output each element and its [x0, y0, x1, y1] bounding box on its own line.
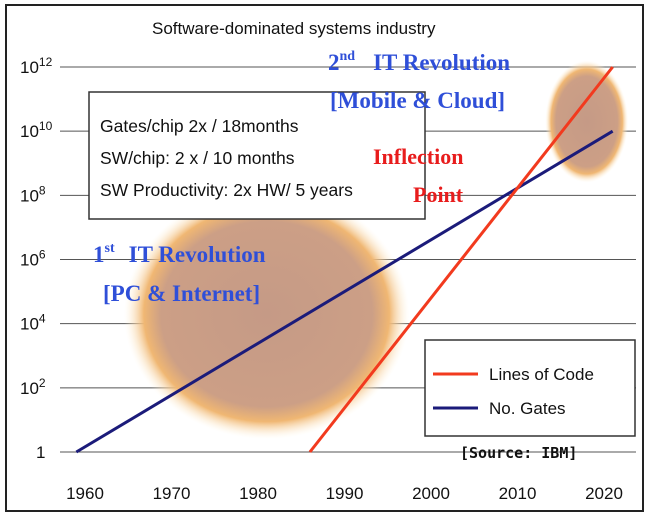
y-tick-10: 1010 — [20, 119, 53, 141]
first-revolution-subtitle: [PC & Internet] — [103, 281, 260, 306]
first-revolution-label: 1st IT Revolution — [93, 241, 266, 267]
x-tick-2010: 2010 — [499, 484, 537, 503]
second-revolution-subtitle: [Mobile & Cloud] — [330, 88, 505, 113]
inflection-point-label: Point — [413, 182, 464, 207]
y-tick-base: 10 — [20, 122, 39, 141]
inflection-label: Inflection — [373, 144, 463, 169]
x-tick-2000: 2000 — [412, 484, 450, 503]
x-tick-1990: 1990 — [326, 484, 364, 503]
second-revolution-title: IT Revolution — [373, 50, 510, 75]
first-revolution-suffix: st — [105, 241, 115, 256]
y-tick-exponent: 10 — [39, 119, 53, 133]
first-revolution-title: IT Revolution — [129, 242, 266, 267]
highlight-first-revolution — [124, 189, 409, 439]
y-tick-base: 10 — [20, 58, 39, 77]
y-tick-exponent: 6 — [39, 248, 46, 262]
y-tick-exponent: 8 — [39, 183, 46, 197]
y-tick-base: 10 — [20, 186, 39, 205]
y-tick-base: 10 — [20, 379, 39, 398]
y-tick-exponent: 12 — [39, 55, 53, 69]
info-line-2: SW/chip: 2 x / 10 months — [100, 148, 295, 168]
x-tick-1960: 1960 — [66, 484, 104, 503]
x-tick-2020: 2020 — [585, 484, 623, 503]
chart-title: Software-dominated systems industry — [152, 19, 436, 38]
second-revolution-suffix: nd — [340, 49, 356, 64]
y-tick-0: 1 — [36, 443, 45, 462]
y-tick-base: 10 — [20, 251, 39, 270]
x-tick-1980: 1980 — [239, 484, 277, 503]
x-tick-1970: 1970 — [153, 484, 191, 503]
y-tick-exponent: 2 — [39, 376, 46, 390]
y-tick-4: 104 — [20, 312, 46, 334]
y-tick-6: 106 — [20, 248, 46, 270]
info-line-1: Gates/chip 2x / 18months — [100, 116, 299, 136]
legend: Lines of Code No. Gates — [425, 340, 635, 436]
y-tick-8: 108 — [20, 183, 46, 205]
legend-label-lines-of-code: Lines of Code — [489, 365, 594, 384]
source-label: [Source: IBM] — [460, 444, 577, 462]
y-tick-base: 1 — [36, 443, 45, 462]
y-tick-exponent: 4 — [39, 312, 46, 326]
y-tick-12: 1012 — [20, 55, 53, 77]
second-revolution-number: 2 — [328, 50, 340, 75]
x-tick-labels: 1960 1970 1980 1990 2000 2010 2020 — [66, 484, 623, 503]
info-line-3: SW Productivity: 2x HW/ 5 years — [100, 180, 353, 200]
first-revolution-number: 1 — [93, 242, 105, 267]
second-revolution-label: 2nd IT Revolution — [328, 49, 510, 75]
y-tick-base: 10 — [20, 315, 39, 334]
y-tick-2: 102 — [20, 376, 46, 398]
legend-label-gates: No. Gates — [489, 399, 566, 418]
